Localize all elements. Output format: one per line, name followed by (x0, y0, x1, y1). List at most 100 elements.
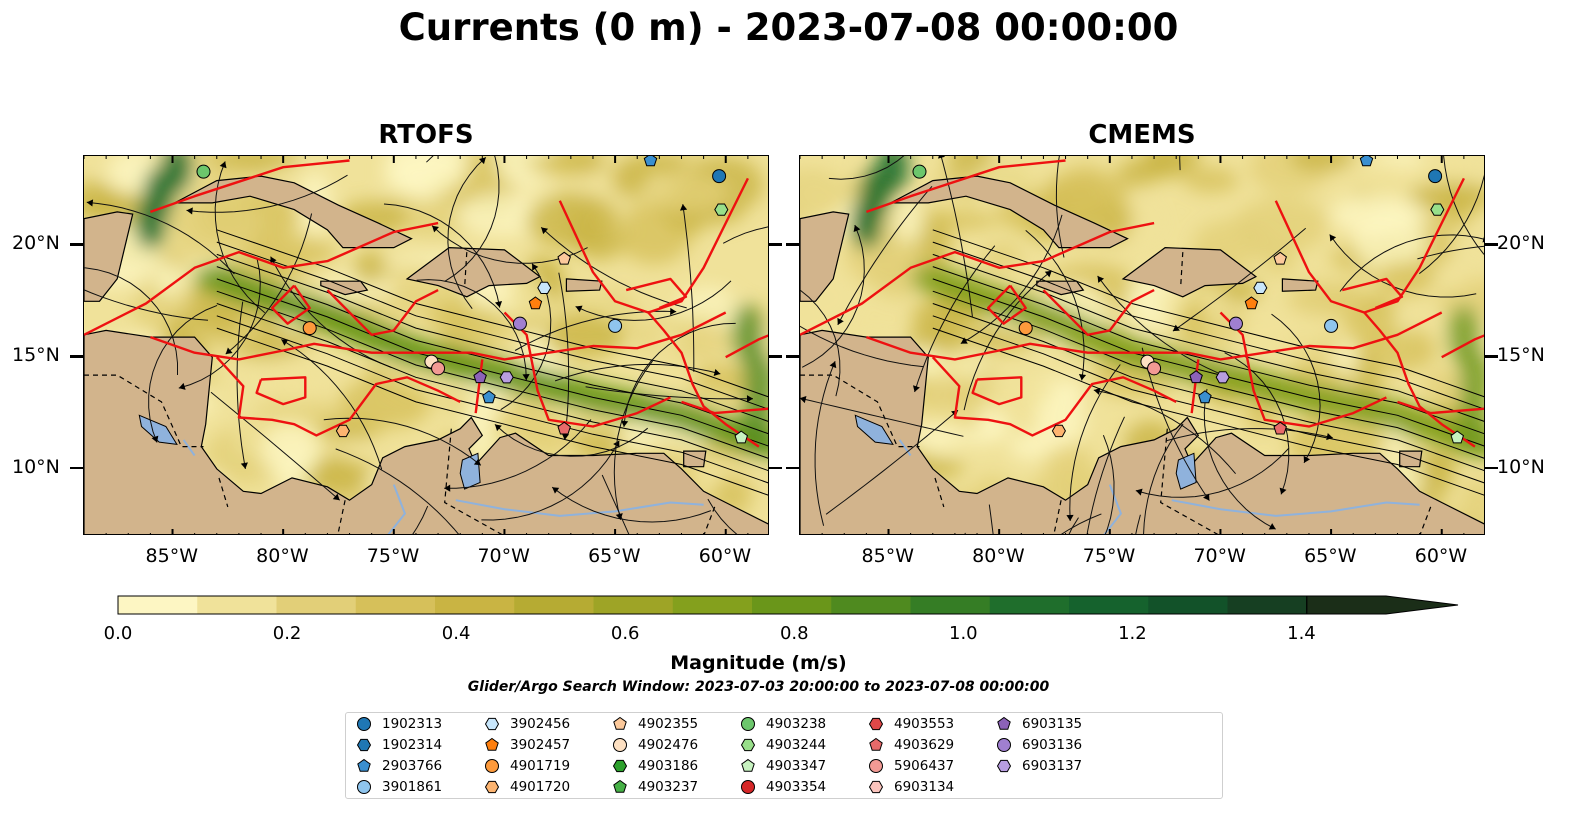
eez-boundary (971, 376, 1023, 406)
streamline (1102, 435, 1115, 534)
streamline (932, 327, 1484, 496)
float-marker-4901720 (1051, 424, 1066, 438)
current-map-svg (84, 156, 768, 534)
legend-item: 4903237 (612, 778, 698, 796)
streamline (210, 391, 341, 501)
lake (1175, 452, 1197, 490)
country-border (84, 374, 204, 448)
streamline (932, 303, 1484, 472)
land-mass (800, 211, 850, 302)
legend-marker-icon (484, 780, 500, 794)
legend-label: 4903347 (766, 758, 827, 774)
colorbar-cell (1148, 596, 1228, 614)
legend-marker (485, 759, 499, 773)
float-marker-1902313 (1428, 169, 1443, 184)
land-mass (405, 246, 542, 298)
legend-label: 4901719 (510, 758, 571, 774)
streamline (444, 156, 500, 282)
lat-tick (769, 466, 782, 470)
lon-tick-label: 60°W (1414, 545, 1468, 567)
legend-label: 4902476 (638, 737, 699, 753)
streamline (932, 241, 1484, 410)
streamline (1417, 245, 1484, 260)
streamline (178, 258, 261, 389)
colorbar-cell (831, 596, 911, 614)
float-marker-3902456 (537, 281, 552, 294)
colorbar-cell (514, 596, 594, 614)
legend-label: 5906437 (894, 758, 955, 774)
lat-tick-label: 10°N (1497, 455, 1545, 478)
streamline-arrow (1135, 488, 1143, 496)
streamline (84, 289, 209, 321)
streamline (988, 504, 994, 534)
streamline (914, 245, 996, 393)
eez-boundary (1341, 277, 1404, 310)
legend-item: 4903553 (868, 715, 954, 733)
legend-marker (869, 759, 883, 773)
streamline (554, 363, 721, 382)
colorbar-cell (593, 596, 674, 614)
legend-item: 4903354 (740, 778, 826, 796)
land-mass (174, 175, 413, 249)
float-marker-6903135 (473, 370, 487, 384)
legend-label: 4903244 (766, 737, 827, 753)
eez-boundary (270, 284, 311, 325)
legend-marker-icon (357, 717, 371, 731)
lon-tick-label: 65°W (1304, 545, 1357, 567)
legend-label: 4903553 (894, 716, 955, 732)
legend-label: 3901861 (382, 779, 443, 795)
streamline (1086, 416, 1125, 534)
lake (138, 414, 178, 446)
map-rtofs[interactable] (83, 155, 769, 535)
streamline (960, 214, 1063, 345)
legend-marker (869, 737, 883, 751)
legend-label: 3902456 (510, 716, 571, 732)
eez-boundary (1042, 289, 1155, 336)
land-mass (1121, 246, 1258, 298)
streamline (963, 270, 1053, 411)
eez-boundary (681, 400, 768, 415)
legend-marker-icon (485, 737, 499, 751)
colorbar-tick-label: 0.4 (441, 623, 471, 644)
legend-marker (485, 737, 499, 751)
colorbar-cell (1069, 596, 1149, 614)
eez-boundary (215, 356, 461, 437)
streamline-arrow (615, 513, 623, 520)
legend-item: 3902456 (484, 715, 570, 733)
streamline (1135, 447, 1290, 498)
panel-title-rtofs: RTOFS (378, 120, 474, 150)
lat-tick-label: 15°N (12, 344, 60, 367)
streamline-arrow (86, 199, 94, 207)
eez-boundary (255, 376, 307, 406)
legend-item: 4901719 (484, 757, 570, 775)
eez-boundary (865, 159, 1066, 214)
lake (854, 414, 894, 446)
legend-marker (997, 716, 1011, 730)
river (387, 484, 407, 534)
lat-tick (1485, 466, 1498, 470)
colorbar-tick-label: 1.4 (1287, 623, 1316, 644)
float-legend: 1902313 1902314 2903766 3901861 3902456 39024… (345, 712, 1223, 799)
river (898, 439, 912, 457)
lon-tick-label: 65°W (588, 545, 641, 567)
streamline (825, 409, 959, 515)
float-marker-6903137 (1215, 371, 1230, 384)
float-marker-5906437 (1147, 361, 1162, 376)
legend-label: 1902314 (382, 737, 443, 753)
colorbar-tick-label: 0.0 (103, 623, 133, 644)
float-marker-4902355 (557, 251, 571, 265)
lon-tick-label: 85°W (861, 545, 914, 567)
streamline (932, 229, 1484, 398)
legend-marker-icon (996, 759, 1012, 773)
streamline (412, 505, 429, 534)
current-map-svg (800, 156, 1484, 534)
streamline (1060, 513, 1102, 534)
eez-boundary (1397, 400, 1484, 415)
map-cmems[interactable] (799, 155, 1485, 535)
streamline-arrow (478, 157, 486, 165)
legend-marker (613, 738, 627, 752)
eez-boundary (503, 311, 671, 428)
legend-label: 2903766 (382, 758, 443, 774)
legend-marker-icon (485, 759, 499, 773)
float-marker-6903135 (1189, 370, 1203, 384)
